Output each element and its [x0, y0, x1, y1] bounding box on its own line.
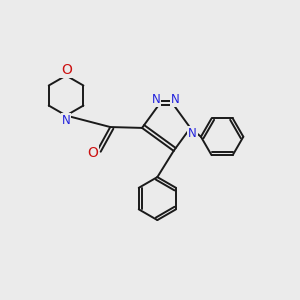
Text: N: N: [188, 127, 197, 140]
Text: N: N: [171, 93, 179, 106]
Text: N: N: [62, 114, 70, 127]
Text: O: O: [87, 146, 98, 160]
Text: N: N: [152, 93, 160, 106]
Text: O: O: [61, 63, 72, 77]
